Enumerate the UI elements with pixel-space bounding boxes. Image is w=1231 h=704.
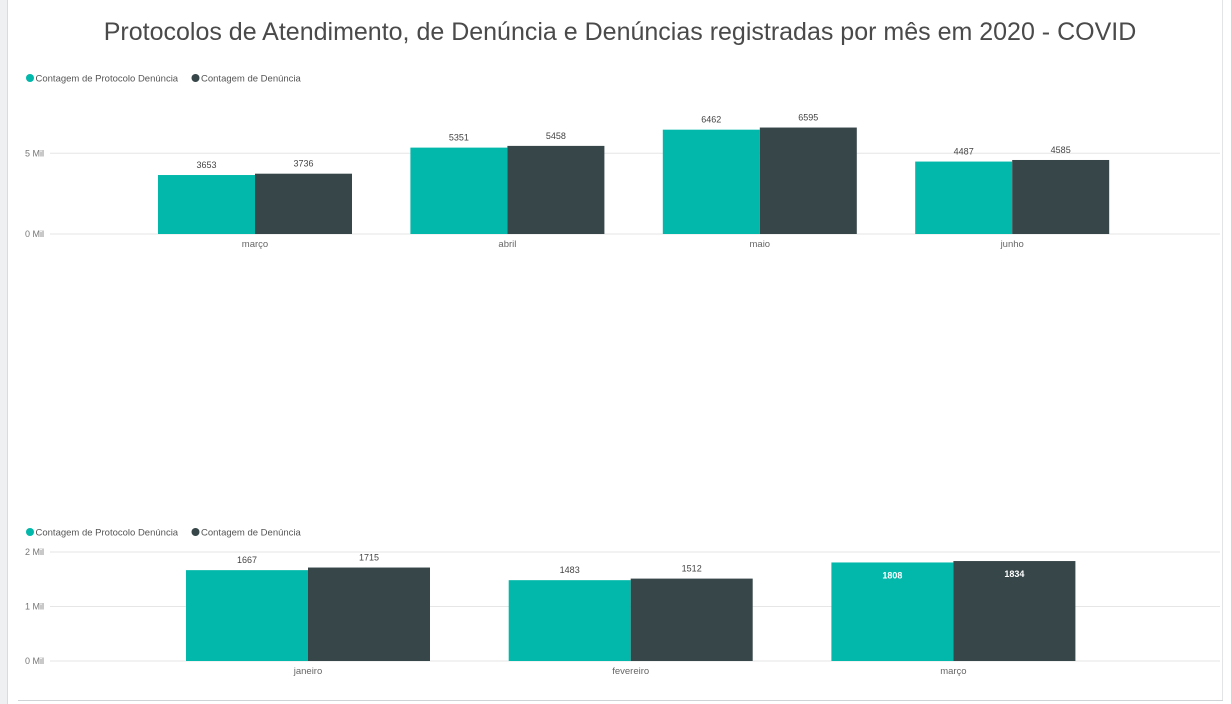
data-label: 4585 bbox=[1051, 145, 1071, 155]
bar-denuncia-janeiro[interactable] bbox=[308, 567, 430, 661]
legend-marker bbox=[26, 528, 34, 536]
legend-marker bbox=[26, 74, 34, 82]
legend-marker bbox=[191, 74, 200, 82]
data-label: 5458 bbox=[546, 131, 566, 141]
data-label: 3653 bbox=[196, 160, 216, 170]
bar-protocolo-fevereiro[interactable] bbox=[508, 580, 631, 661]
bar-denuncia-fevereiro[interactable] bbox=[630, 578, 753, 661]
bar-protocolo-março[interactable] bbox=[158, 175, 255, 234]
bar-group-junho: 4487 4585 junho bbox=[915, 145, 1110, 250]
y-tick-label: 1 Mil bbox=[25, 602, 44, 612]
legend-item-protocolo[interactable]: Contagem de Protocolo Denúncia bbox=[26, 74, 179, 85]
legend-label: Contagem de Denúncia bbox=[201, 74, 302, 85]
data-label: 1512 bbox=[682, 564, 702, 574]
bar-group-fevereiro: 1483 1512 fevereiro bbox=[508, 564, 753, 677]
data-label: 6462 bbox=[701, 115, 721, 125]
x-category-label: março bbox=[940, 666, 966, 677]
data-label: 5351 bbox=[449, 133, 469, 143]
data-label: 1834 bbox=[1004, 569, 1024, 579]
legend-label: Contagem de Denúncia bbox=[201, 528, 302, 539]
data-label: 1483 bbox=[560, 565, 580, 575]
legend-label: Contagem de Protocolo Denúncia bbox=[36, 528, 179, 539]
canvas-bottom-border bbox=[18, 700, 1223, 701]
canvas-right-border bbox=[1222, 0, 1223, 700]
x-category-label: março bbox=[242, 239, 268, 250]
legend: Contagem de Protocolo Denúncia Contagem d… bbox=[26, 528, 302, 539]
data-label: 1808 bbox=[882, 570, 902, 580]
y-tick-label: 2 Mil bbox=[25, 547, 44, 557]
bar-denuncia-abril[interactable] bbox=[507, 145, 605, 234]
data-label: 1667 bbox=[237, 555, 257, 565]
bar-protocolo-junho[interactable] bbox=[915, 161, 1013, 234]
legend-marker bbox=[191, 528, 200, 536]
bars: 1667 1715 janeiro 1483 1512 fevereiro 1808 1834… bbox=[186, 553, 1076, 677]
bar-protocolo-janeiro[interactable] bbox=[186, 570, 308, 661]
y-tick-label: 5 Mil bbox=[25, 148, 44, 158]
bar-protocolo-março[interactable] bbox=[831, 562, 954, 661]
bar-group-março: 3653 3736 março bbox=[158, 159, 352, 250]
legend-item-denuncia[interactable]: Contagem de Denúncia bbox=[191, 74, 302, 85]
chart-2020-marco-junho: Contagem de Protocolo Denúncia Contagem d… bbox=[25, 74, 1220, 250]
bar-denuncia-março[interactable] bbox=[953, 561, 1076, 661]
x-category-label: junho bbox=[1000, 239, 1024, 250]
bar-protocolo-maio[interactable] bbox=[662, 129, 760, 234]
y-tick-label: 0 Mil bbox=[25, 229, 44, 239]
bar-group-janeiro: 1667 1715 janeiro bbox=[186, 553, 430, 677]
data-label: 4487 bbox=[954, 147, 974, 157]
x-category-label: maio bbox=[750, 239, 771, 250]
bars: 3653 3736 março 5351 5458 abril 6462 6595 maio 44… bbox=[158, 113, 1110, 250]
y-tick-label: 0 Mil bbox=[25, 656, 44, 666]
bar-denuncia-junho[interactable] bbox=[1012, 159, 1110, 234]
bar-denuncia-março[interactable] bbox=[255, 173, 352, 234]
legend-label: Contagem de Protocolo Denúncia bbox=[36, 74, 179, 85]
legend-item-protocolo[interactable]: Contagem de Protocolo Denúncia bbox=[26, 528, 179, 539]
canvas-left-border bbox=[0, 0, 8, 704]
x-category-label: abril bbox=[498, 239, 516, 250]
data-label: 6595 bbox=[798, 113, 818, 123]
x-category-label: fevereiro bbox=[612, 666, 649, 677]
bar-group-abril: 5351 5458 abril bbox=[410, 131, 605, 250]
data-label: 1715 bbox=[359, 553, 379, 563]
data-label: 3736 bbox=[293, 159, 313, 169]
legend: Contagem de Protocolo Denúncia Contagem d… bbox=[26, 74, 302, 85]
page-title: Protocolos de Atendimento, de Denúncia e… bbox=[103, 18, 1137, 46]
bar-group-março: 1808 1834 março bbox=[831, 561, 1076, 677]
x-category-label: janeiro bbox=[293, 666, 323, 677]
legend-item-denuncia[interactable]: Contagem de Denúncia bbox=[191, 528, 302, 539]
bar-group-maio: 6462 6595 maio bbox=[662, 113, 857, 250]
bar-denuncia-maio[interactable] bbox=[759, 127, 857, 234]
bar-protocolo-abril[interactable] bbox=[410, 147, 508, 234]
